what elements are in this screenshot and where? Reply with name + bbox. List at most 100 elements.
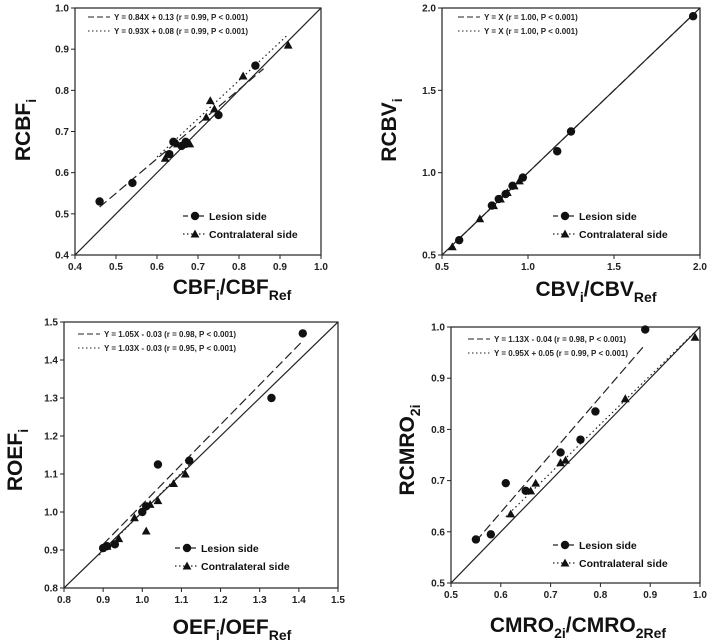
contralateral-point <box>531 478 541 487</box>
y-tick-label: 0.7 <box>55 127 69 138</box>
lesion-fit-line <box>99 68 264 208</box>
fit-equation-label: Y = 0.93X + 0.08 (r = 0.99, P < 0.001) <box>114 27 248 36</box>
contralateral-fit-line <box>156 34 289 158</box>
contralateral-point <box>160 153 170 162</box>
lesion-point <box>501 478 510 488</box>
y-axis-label: ROEFi <box>4 429 31 491</box>
y-tick-label: 0.5 <box>431 579 445 590</box>
y-tick-label: 1.5 <box>422 86 436 97</box>
lesion-point <box>553 147 562 156</box>
contralateral-point <box>145 500 155 508</box>
x-tick-label: 0.8 <box>232 262 246 273</box>
fit-equation-label: Y = 1.05X - 0.03 (r = 0.98, P < 0.001) <box>104 330 236 339</box>
lesion-point <box>641 325 650 334</box>
lesion-point <box>128 178 137 188</box>
x-tick-label: 0.9 <box>273 262 287 273</box>
fit-equation-label: Y = X (r = 1.00, P < 0.001) <box>484 27 578 36</box>
x-tick-label: 0.6 <box>150 262 164 273</box>
legend-contra-marker <box>182 561 192 570</box>
x-tick-label: 0.5 <box>109 262 123 273</box>
lesion-point <box>153 460 163 469</box>
y-tick-label: 0.8 <box>55 86 69 97</box>
y-tick-label: 1.0 <box>431 323 445 334</box>
lesion-point <box>566 127 576 136</box>
y-tick-label: 0.9 <box>55 45 69 56</box>
legend-contra-marker <box>190 229 200 238</box>
x-tick-label: 1.4 <box>292 595 306 606</box>
contralateral-point <box>102 541 112 550</box>
plot-frame <box>63 321 339 589</box>
y-tick-label: 1.2 <box>44 432 58 443</box>
contralateral-point <box>690 332 700 341</box>
x-tick-label: 0.9 <box>643 590 657 601</box>
legend-contra-marker <box>560 229 570 238</box>
y-tick-label: 0.9 <box>44 546 58 557</box>
lesion-point <box>556 448 565 457</box>
y-tick-label: 1.0 <box>44 508 58 519</box>
y-tick-label: 0.5 <box>55 209 69 220</box>
lesion-point <box>688 12 698 21</box>
x-axis-label: OEFi/OEFRef <box>173 616 292 643</box>
y-tick-label: 0.6 <box>55 168 69 179</box>
contralateral-point <box>205 96 215 105</box>
legend-contra-label: Contralateral side <box>209 229 298 241</box>
contralateral-point <box>447 242 457 251</box>
x-tick-label: 0.5 <box>444 590 458 601</box>
y-tick-label: 0.7 <box>431 476 445 487</box>
lesion-point <box>110 540 120 549</box>
identity-line <box>75 8 321 255</box>
y-tick-label: 0.4 <box>55 251 69 262</box>
contralateral-fit-line <box>505 331 696 518</box>
x-tick-label: 1.3 <box>253 595 267 606</box>
contralateral-point <box>509 181 519 190</box>
contralateral-point <box>496 194 505 203</box>
x-tick-label: 0.8 <box>57 595 71 606</box>
contralateral-point <box>502 188 512 196</box>
x-axis-label: CMRO2i/CMRO2Ref <box>490 614 667 641</box>
lesion-point <box>576 435 585 444</box>
lesion-point <box>591 407 600 416</box>
lesion-point <box>455 235 464 245</box>
contralateral-point <box>475 214 485 223</box>
x-tick-label: 0.4 <box>68 262 82 273</box>
y-axis-label: RCMRO2i <box>396 404 423 495</box>
chart-roef: 0.8 0.9 1.0 1.1 1.2 1.3 1.4 1.5 0.8 0.9 1.0 1.1 1.2 1… <box>4 318 345 644</box>
x-tick-label: 0.8 <box>593 590 607 601</box>
plot-frame <box>441 7 701 256</box>
y-tick-label: 0.8 <box>44 584 58 595</box>
y-tick-label: 0.6 <box>431 527 445 538</box>
contralateral-point <box>141 526 151 535</box>
chart-rcmro2: 0.5 0.6 0.7 0.8 0.9 1.0 0.5 0.6 0.7 0.8 0.9 1.0 Y = … <box>396 323 707 642</box>
x-tick-label: 1.0 <box>135 595 149 606</box>
x-tick-label: 0.7 <box>544 590 558 601</box>
contralateral-point <box>185 139 195 148</box>
contralateral-point <box>556 458 565 467</box>
x-tick-label: 0.6 <box>494 590 508 601</box>
lesion-point <box>165 149 174 159</box>
legend-lesion-marker <box>560 211 570 221</box>
legend-lesion-marker <box>190 211 200 221</box>
lesion-fit-line <box>475 344 646 542</box>
contralateral-point <box>238 71 248 80</box>
x-tick-label: 1.2 <box>214 595 228 606</box>
fit-equation-label: Y = X (r = 1.00, P < 0.001) <box>484 13 578 22</box>
x-tick-label: 0.5 <box>435 262 449 273</box>
y-tick-label: 1.0 <box>55 4 69 15</box>
y-tick-label: 0.9 <box>431 374 445 385</box>
legend-lesion-marker <box>560 540 570 550</box>
contralateral-point <box>526 486 536 495</box>
chart-rcbf: 0.4 0.5 0.6 0.7 0.8 0.9 1.0 0.4 0.5 0.6 0.7 0.8 0.9 1… <box>12 4 328 304</box>
contralateral-point <box>169 479 178 488</box>
lesion-point <box>214 110 223 120</box>
y-axis-label: RCBVi <box>378 98 405 161</box>
x-axis-label: CBVi/CBVRef <box>536 278 657 305</box>
lesion-point <box>471 535 481 544</box>
x-tick-label: 1.5 <box>607 262 621 273</box>
legend-contra-label: Contralateral side <box>579 558 668 570</box>
legend-lesion-label: Lesion side <box>579 211 637 223</box>
y-tick-label: 1.5 <box>44 318 58 329</box>
legend-contra-label: Contralateral side <box>579 229 668 241</box>
x-tick-label: 1.0 <box>314 262 328 273</box>
lesion-point <box>185 456 194 465</box>
